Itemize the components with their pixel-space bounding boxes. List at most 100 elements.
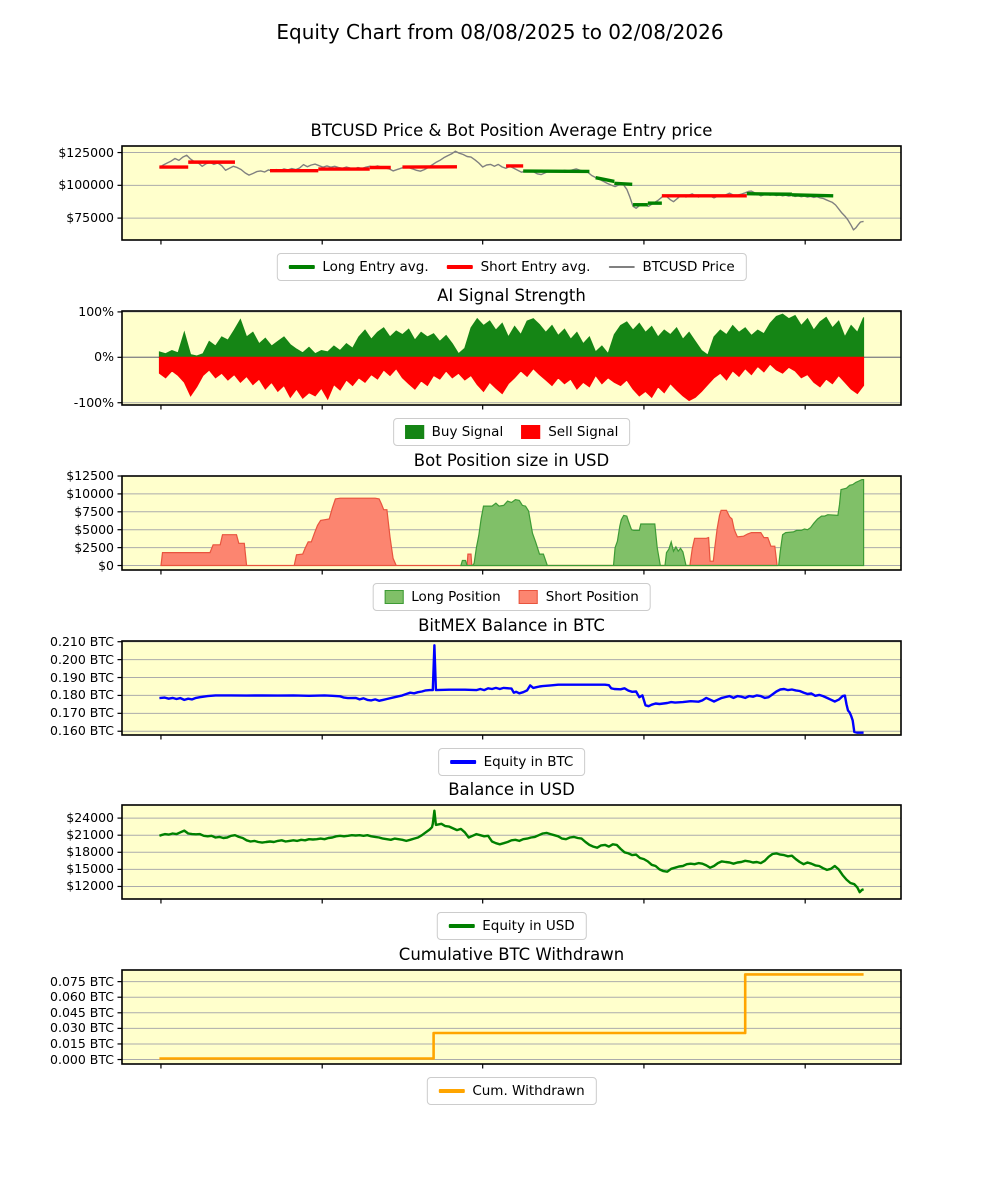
axis-border [121,640,902,736]
y-tick-label: 0% [94,349,114,365]
plot-position [117,475,902,575]
y-tick-label: 0.030 BTC [50,1020,114,1036]
legend-price: Long Entry avg. Short Entry avg. BTCUSD Pr… [276,253,747,281]
y-tick-label: 0.160 BTC [50,723,114,739]
legend-line-sample [448,924,475,928]
legend-item: Short Entry avg. [446,259,591,275]
panel-position: $12500 $10000 $7500 $5000 $2500 $0 [66,468,902,575]
plot-price [117,145,902,245]
y-tick-label: 0.210 BTC [50,633,114,649]
legend-label: Long Position [411,589,501,605]
legend-line-sample [438,1089,465,1093]
legend-patch-sample [404,425,424,439]
y-tick-label: 0.170 BTC [50,705,114,721]
legend-item: Long Position [384,589,501,605]
legend-item: Short Position [518,589,639,605]
axis-border [121,310,902,406]
legend-label: Cum. Withdrawn [472,1083,585,1099]
legend-position: Long Position Short Position [372,583,651,611]
panel-title-usd_balance: Balance in USD [448,780,575,799]
y-tick-label: 0.075 BTC [50,973,114,989]
panel-title-btc_balance: BitMEX Balance in BTC [418,616,605,635]
y-tick-label: $12000 [66,878,114,894]
y-tick-label: 0.180 BTC [50,687,114,703]
y-tick-label: $24000 [66,810,114,826]
y-tick-label: $15000 [66,861,114,877]
legend-patch-sample [384,590,404,604]
axis-border [121,475,902,571]
y-tick-label: 0.200 BTC [50,651,114,667]
legend-patch-sample [518,590,538,604]
legend-label: Equity in BTC [483,754,574,770]
y-tick-label: $5000 [74,521,114,537]
y-tick-label: $75000 [66,210,114,226]
series-short-position [160,497,778,567]
panel-title-signal: AI Signal Strength [437,286,586,305]
panel-title-withdrawn: Cumulative BTC Withdrawn [398,945,625,964]
series-long-position [460,478,865,567]
plot-withdrawn [117,969,902,1069]
y-tick-label: 0.190 BTC [50,669,114,685]
series-cum-withdrawn [159,973,864,1060]
axis-border [121,145,902,241]
plot-background [122,970,901,1064]
legend-label: Short Position [545,589,639,605]
y-tick-label: $2500 [74,539,114,555]
legend-item: Equity in BTC [449,754,574,770]
panel-title-position: Bot Position size in USD [413,451,610,470]
legend-line-sample [449,760,476,764]
legend-line-sample [446,265,473,269]
panel-btc_balance: 0.210 BTC 0.200 BTC 0.190 BTC 0.180 BTC 0.17… [50,634,902,740]
panel-usd_balance: $24000 $21000 $18000 $15000 $12000 [66,804,902,904]
panel-price: $125000 $100000 $75000 [58,145,902,245]
y-tick-label: $21000 [66,827,114,843]
series-equity-in-btc [159,644,864,734]
plot-btc_balance [117,640,902,740]
series-long-entry-avg- [746,192,792,196]
series-long-entry-avg- [614,181,633,186]
legend-line-sample [608,266,635,268]
y-tick-label: 0.060 BTC [50,989,114,1005]
legend-patch-sample [521,425,541,439]
series-long-entry-avg- [595,176,615,184]
axis-border [121,969,902,1065]
y-tick-label: 0.045 BTC [50,1004,114,1020]
series-long-entry-avg- [791,193,834,198]
y-tick-label: -100% [73,394,114,410]
legend-usd_balance: Equity in USD [436,912,587,940]
legend-item: Buy Signal [404,424,504,440]
y-tick-label: $18000 [66,844,114,860]
y-tick-label: $125000 [58,144,114,160]
legend-item: Long Entry avg. [288,259,429,275]
legend-btc_balance: Equity in BTC [437,748,586,776]
legend-label: Equity in USD [482,918,575,934]
y-tick-label: $10000 [66,485,114,501]
panel-title-price: BTCUSD Price & Bot Position Average Entr… [310,121,713,140]
figure-title: Equity Chart from 08/08/2025 to 02/08/20… [276,20,724,44]
panel-withdrawn: 0.075 BTC 0.060 BTC 0.045 BTC 0.030 BTC 0.01… [50,969,902,1069]
legend-item: Equity in USD [448,918,575,934]
plot-signal [117,310,902,410]
y-tick-label: $12500 [66,468,114,483]
series-buy-signal [158,313,865,358]
plot-usd_balance [117,804,902,904]
y-tick-label: $100000 [58,177,114,193]
y-tick-label: 0.015 BTC [50,1035,114,1051]
legend-item: Sell Signal [521,424,618,440]
legend-label: Long Entry avg. [322,259,429,275]
legend-line-sample [288,265,315,269]
legend-withdrawn: Cum. Withdrawn [426,1077,597,1105]
y-tick-label: 100% [78,303,114,319]
y-tick-label: 0.000 BTC [50,1051,114,1067]
series-sell-signal [158,356,865,402]
y-tick-label: $0 [98,557,114,573]
legend-item: BTCUSD Price [608,259,735,275]
legend-item: Cum. Withdrawn [438,1083,585,1099]
legend-label: Buy Signal [431,424,504,440]
legend-label: Sell Signal [548,424,619,440]
series-equity-in-usd [158,809,865,894]
legend-label: Short Entry avg. [480,259,591,275]
panel-signal: 100% 0% -100% [74,304,902,410]
legend-signal: Buy Signal Sell Signal [392,418,631,446]
